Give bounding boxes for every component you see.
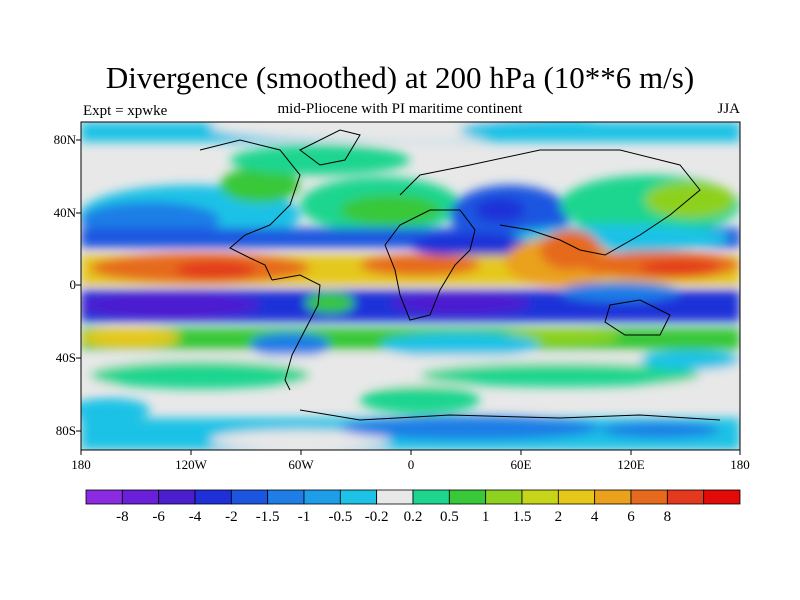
colorbar bbox=[85, 489, 741, 505]
colorbar-swatch bbox=[267, 489, 305, 505]
colorbar-label: 0.2 bbox=[403, 509, 423, 525]
colorbar-label: 2 bbox=[554, 509, 563, 525]
map-title: Divergence (smoothed) at 200 hPa (10**6 … bbox=[105, 60, 695, 95]
lon-label: 0 bbox=[407, 457, 415, 472]
colorbar-swatch bbox=[376, 489, 414, 505]
lon-label: 180 bbox=[730, 457, 750, 472]
colorbar-swatch bbox=[339, 489, 378, 505]
colorbar-label: 1 bbox=[481, 509, 490, 525]
colorbar-swatch bbox=[448, 489, 487, 505]
colorbar-label: -0.5 bbox=[328, 509, 353, 525]
colorbar-swatch bbox=[521, 489, 559, 505]
colorbar-swatch bbox=[230, 489, 269, 505]
lat-label: 80N bbox=[53, 132, 76, 147]
colorbar-label: 8 bbox=[663, 509, 672, 525]
colorbar-label: -1.5 bbox=[255, 509, 280, 525]
colorbar-label: 4 bbox=[590, 509, 599, 525]
colorbar-swatch bbox=[303, 489, 341, 505]
experiment-label: Expt = xpwke bbox=[83, 103, 168, 119]
lon-label: 120W bbox=[175, 457, 207, 472]
colorbar-swatch bbox=[485, 489, 523, 505]
lat-label: 40N bbox=[53, 205, 76, 220]
colorbar-swatch bbox=[557, 489, 596, 505]
colorbar-swatch bbox=[412, 489, 450, 505]
colorbar-swatch bbox=[703, 489, 741, 505]
lat-label: 40S bbox=[55, 350, 76, 365]
colorbar-label: -8 bbox=[116, 509, 129, 525]
colorbar-label: -6 bbox=[152, 509, 165, 525]
colorbar-label: 6 bbox=[627, 509, 635, 525]
axis-ticks bbox=[76, 139, 741, 455]
season-label: JJA bbox=[717, 101, 740, 117]
lon-label: 60W bbox=[288, 457, 314, 472]
colorbar-label: -1 bbox=[297, 509, 311, 525]
colorbar-label: 1.5 bbox=[512, 509, 532, 525]
lat-label: 80S bbox=[55, 423, 76, 438]
lon-label: 180 bbox=[71, 457, 91, 472]
colorbar-swatch bbox=[194, 489, 232, 505]
colorbar-label: 0.5 bbox=[439, 509, 459, 525]
colorbar-label: -4 bbox=[188, 509, 202, 525]
experiment-description: mid-Pliocene with PI maritime continent bbox=[277, 101, 523, 117]
colorbar-swatch bbox=[158, 489, 196, 505]
coastlines bbox=[199, 129, 721, 421]
colorbar-label: -2 bbox=[225, 509, 238, 525]
colorbar-swatch bbox=[85, 489, 123, 505]
colorbar-swatch bbox=[121, 489, 160, 505]
lon-label: 120E bbox=[617, 457, 645, 472]
colorbar-swatch bbox=[594, 489, 632, 505]
colorbar-swatch bbox=[666, 489, 705, 505]
colorbar-swatch bbox=[630, 489, 668, 505]
colorbar-label: -0.2 bbox=[364, 509, 389, 525]
lat-label: 0 bbox=[69, 277, 77, 292]
lon-label: 60E bbox=[510, 457, 532, 472]
